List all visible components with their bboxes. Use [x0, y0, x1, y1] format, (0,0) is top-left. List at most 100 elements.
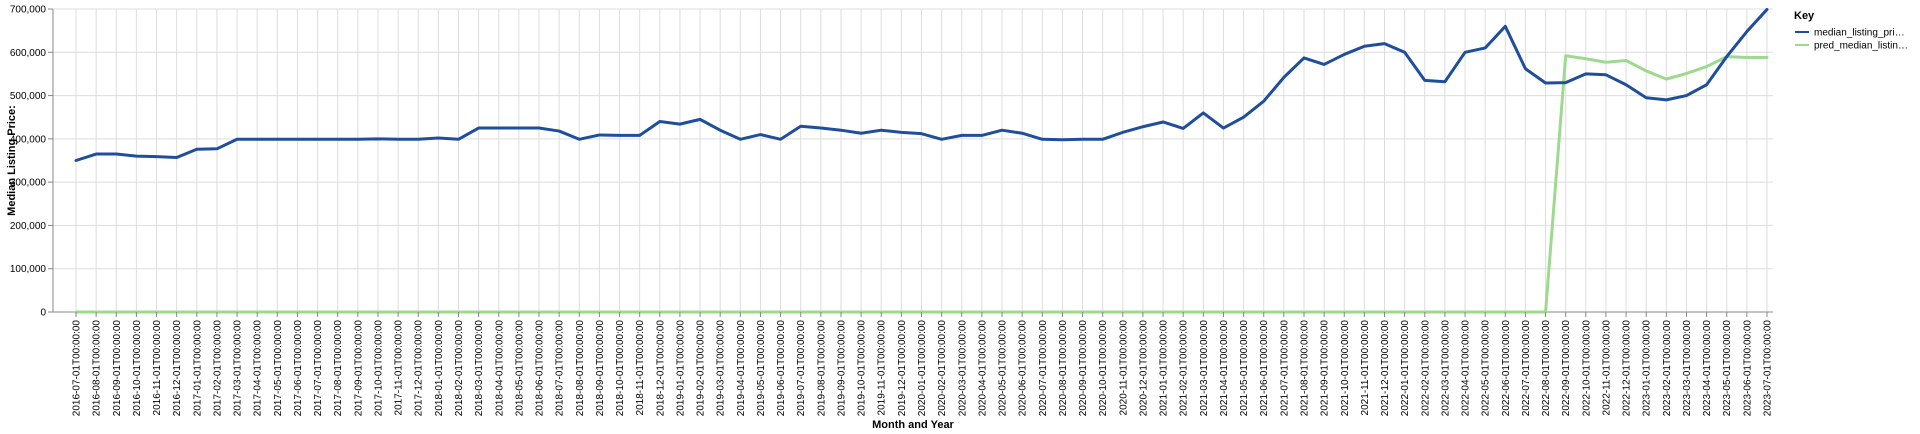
x-tick-label: 2022-02-01T00:00:00 — [1420, 320, 1431, 417]
y-axis-title: Median Listing Price: — [6, 105, 18, 216]
x-tick-label: 2016-12-01T00:00:00 — [172, 320, 183, 417]
x-tick-label: 2022-12-01T00:00:00 — [1622, 320, 1633, 417]
x-tick-label: 2021-06-01T00:00:00 — [1259, 320, 1270, 417]
x-tick-label: 2019-03-01T00:00:00 — [716, 320, 727, 417]
x-tick-label: 2020-05-01T00:00:00 — [998, 320, 1009, 417]
x-tick-label: 2023-01-01T00:00:00 — [1642, 320, 1653, 417]
x-tick-label: 2021-11-01T00:00:00 — [1360, 320, 1371, 416]
y-tick-label: 0 — [40, 308, 46, 319]
x-tick-label: 2018-03-01T00:00:00 — [474, 320, 485, 417]
x-tick-label: 2019-02-01T00:00:00 — [696, 320, 707, 417]
x-tick-label: 2017-02-01T00:00:00 — [212, 320, 223, 417]
x-tick-label: 2018-02-01T00:00:00 — [454, 320, 465, 417]
y-tick-label: 400,000 — [10, 134, 47, 145]
x-tick-label: 2023-07-01T00:00:00 — [1763, 320, 1774, 417]
x-tick-label: 2022-05-01T00:00:00 — [1481, 320, 1492, 417]
x-tick-label: 2017-03-01T00:00:00 — [233, 320, 244, 417]
x-tick-label: 2017-05-01T00:00:00 — [273, 320, 284, 417]
grid-lines — [53, 8, 1773, 313]
x-tick-label: 2016-10-01T00:00:00 — [132, 320, 143, 417]
x-tick-label: 2018-01-01T00:00:00 — [434, 320, 445, 417]
legend-entry: pred_median_listin… — [1814, 41, 1908, 52]
x-tick-label: 2018-09-01T00:00:00 — [595, 320, 606, 417]
x-tick-label: 2020-06-01T00:00:00 — [1018, 320, 1029, 417]
x-tick-label: 2019-05-01T00:00:00 — [756, 320, 767, 417]
x-tick-label: 2022-09-01T00:00:00 — [1561, 320, 1572, 417]
x-tick-label: 2021-07-01T00:00:00 — [1279, 320, 1290, 417]
x-tick-label: 2019-12-01T00:00:00 — [897, 320, 908, 417]
x-tick-label: 2017-04-01T00:00:00 — [253, 320, 264, 417]
x-tick-label: 2021-01-01T00:00:00 — [1159, 320, 1170, 417]
x-tick-label: 2020-02-01T00:00:00 — [937, 320, 948, 417]
legend-entry: median_listing_pri… — [1814, 28, 1905, 39]
x-tick-label: 2016-09-01T00:00:00 — [112, 320, 123, 417]
x-tick-label: 2020-12-01T00:00:00 — [1138, 320, 1149, 417]
x-tick-label: 2018-05-01T00:00:00 — [514, 320, 525, 417]
y-tick-label: 500,000 — [10, 91, 47, 102]
y-axis: 0 100,000 200,000 300,000 400,000 500,000 600,… — [10, 5, 53, 319]
x-tick-label: 2019-01-01T00:00:00 — [675, 320, 686, 417]
x-tick-label: 2021-08-01T00:00:00 — [1299, 320, 1310, 417]
legend-title: Key — [1794, 10, 1815, 22]
x-tick-label: 2023-06-01T00:00:00 — [1742, 320, 1753, 417]
x-tick-label: 2020-09-01T00:00:00 — [1078, 320, 1089, 417]
x-tick-label: 2018-10-01T00:00:00 — [615, 320, 626, 417]
x-tick-label: 2020-01-01T00:00:00 — [917, 320, 928, 417]
x-tick-label: 2021-12-01T00:00:00 — [1380, 320, 1391, 417]
x-tick-label: 2020-11-01T00:00:00 — [1118, 320, 1129, 416]
x-tick-label: 2019-11-01T00:00:00 — [877, 320, 888, 416]
x-tick-label: 2022-07-01T00:00:00 — [1521, 320, 1532, 417]
x-tick-label: 2021-04-01T00:00:00 — [1219, 320, 1230, 417]
x-tick-label: 2018-08-01T00:00:00 — [575, 320, 586, 417]
x-tick-label: 2017-11-01T00:00:00 — [394, 320, 405, 416]
x-tick-label: 2017-10-01T00:00:00 — [373, 320, 384, 417]
x-tick-label: 2023-04-01T00:00:00 — [1702, 320, 1713, 417]
x-tick-label: 2021-05-01T00:00:00 — [1239, 320, 1250, 417]
x-tick-label: 2018-06-01T00:00:00 — [535, 320, 546, 417]
plot-frame — [52, 9, 1773, 313]
y-tick-label: 100,000 — [10, 264, 47, 275]
x-tick-label: 2018-07-01T00:00:00 — [555, 320, 566, 417]
series-line — [74, 7, 1769, 162]
x-tick-label: 2017-09-01T00:00:00 — [353, 320, 364, 417]
x-tick-label: 2020-04-01T00:00:00 — [977, 320, 988, 417]
x-tick-label: 2019-06-01T00:00:00 — [776, 320, 787, 417]
x-tick-label: 2022-03-01T00:00:00 — [1440, 320, 1451, 417]
x-tick-label: 2017-01-01T00:00:00 — [192, 320, 203, 417]
x-tick-label: 2023-03-01T00:00:00 — [1682, 320, 1693, 417]
x-tick-label: 2016-08-01T00:00:00 — [92, 320, 103, 417]
x-tick-label: 2021-03-01T00:00:00 — [1199, 320, 1210, 417]
x-tick-label: 2017-07-01T00:00:00 — [313, 320, 324, 417]
x-tick-label: 2016-07-01T00:00:00 — [72, 320, 83, 417]
legend: Key median_listing_pri… pred_median_listi… — [1794, 10, 1908, 52]
x-tick-label: 2018-12-01T00:00:00 — [655, 320, 666, 417]
x-axis-title: Month and Year — [872, 419, 954, 431]
x-tick-label: 2022-10-01T00:00:00 — [1581, 320, 1592, 417]
x-tick-label: 2016-11-01T00:00:00 — [152, 320, 163, 416]
x-tick-label: 2020-10-01T00:00:00 — [1098, 320, 1109, 417]
x-tick-label: 2019-04-01T00:00:00 — [736, 320, 747, 417]
x-tick-label: 2023-02-01T00:00:00 — [1662, 320, 1673, 417]
x-tick-label: 2021-10-01T00:00:00 — [1340, 320, 1351, 417]
x-tick-label: 2022-06-01T00:00:00 — [1501, 320, 1512, 417]
x-tick-label: 2019-08-01T00:00:00 — [816, 320, 827, 417]
x-tick-label: 2023-05-01T00:00:00 — [1722, 320, 1733, 417]
y-tick-label: 300,000 — [10, 178, 47, 189]
x-tick-label: 2022-01-01T00:00:00 — [1400, 320, 1411, 417]
x-tick-label: 2019-07-01T00:00:00 — [796, 320, 807, 417]
x-tick-label: 2020-07-01T00:00:00 — [1038, 320, 1049, 417]
y-tick-label: 700,000 — [10, 5, 47, 16]
y-tick-label: 600,000 — [10, 48, 47, 59]
x-tick-label: 2019-10-01T00:00:00 — [857, 320, 868, 417]
x-tick-label: 2021-09-01T00:00:00 — [1320, 320, 1331, 417]
x-tick-label: 2020-08-01T00:00:00 — [1058, 320, 1069, 417]
x-tick-label: 2018-11-01T00:00:00 — [635, 320, 646, 416]
x-tick-label: 2018-04-01T00:00:00 — [494, 320, 505, 417]
x-tick-label: 2017-08-01T00:00:00 — [333, 320, 344, 417]
x-tick-label: 2022-08-01T00:00:00 — [1541, 320, 1552, 417]
x-tick-label: 2021-02-01T00:00:00 — [1179, 320, 1190, 417]
x-tick-label: 2020-03-01T00:00:00 — [957, 320, 968, 417]
x-tick-label: 2022-11-01T00:00:00 — [1601, 320, 1612, 416]
x-axis: 2016-07-01T00:00:00 2016-08-01T00:00:00 20… — [72, 312, 1774, 416]
